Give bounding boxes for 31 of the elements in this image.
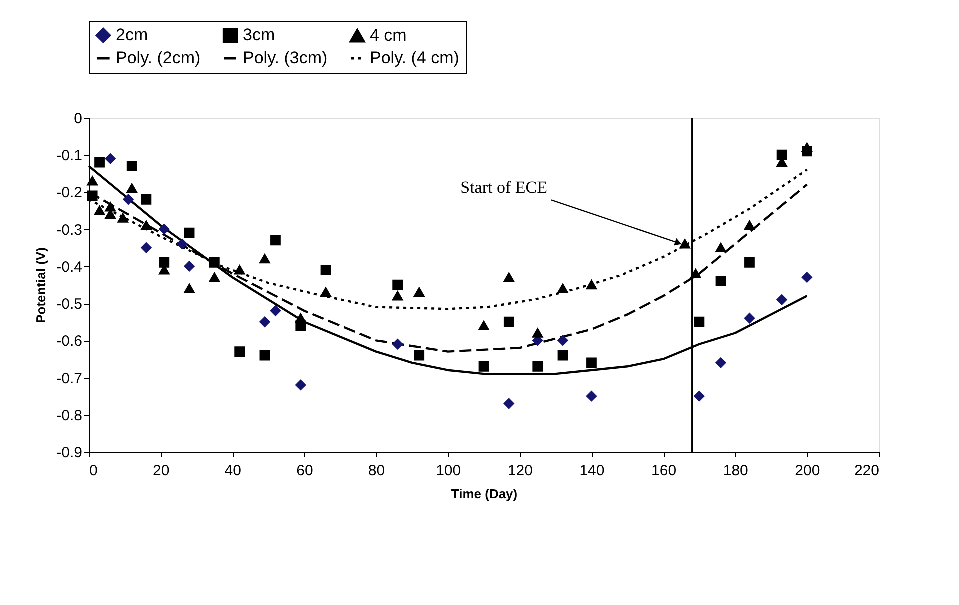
y-tick-label: -0.3 xyxy=(56,222,82,239)
x-tick-label: 80 xyxy=(368,462,386,480)
y-tick-label: -0.6 xyxy=(56,333,82,350)
x-tick-label: 120 xyxy=(508,462,533,480)
x-tick-label: 60 xyxy=(296,462,314,480)
y-tick-label: -0.1 xyxy=(56,148,82,165)
x-tick-label: 180 xyxy=(723,462,748,480)
x-tick-label: 100 xyxy=(436,462,462,480)
legend-label: 4 cm xyxy=(370,26,407,46)
x-tick-label: 20 xyxy=(152,462,170,480)
x-axis-title: Time (Day) xyxy=(451,486,518,502)
x-tick-label: 200 xyxy=(795,462,820,480)
x-tick-label: 0 xyxy=(90,462,98,480)
annotation: Start of ECE xyxy=(460,178,548,198)
legend-label: Poly. (4 cm) xyxy=(370,48,460,68)
legend-label: Poly. (3cm) xyxy=(243,48,328,68)
y-axis-title: Potential (V) xyxy=(34,248,49,324)
y-tick-label: -0.4 xyxy=(56,258,82,276)
y-tick-label: -0.5 xyxy=(56,296,82,314)
y-tick-label: -0.7 xyxy=(56,370,82,388)
legend-label: 3cm xyxy=(243,26,276,45)
x-tick-label: 40 xyxy=(224,462,242,480)
legend-label: 2cm xyxy=(116,26,148,45)
x-tick-label: 220 xyxy=(854,462,880,480)
x-tick-label: 140 xyxy=(580,462,605,480)
y-tick-label: -0.8 xyxy=(56,407,82,424)
y-tick-label: -0.2 xyxy=(56,184,82,202)
legend-label: Poly. (2cm) xyxy=(116,48,201,68)
x-tick-label: 160 xyxy=(652,462,677,480)
y-tick-label: 0 xyxy=(74,110,82,128)
y-tick-label: -0.9 xyxy=(56,444,82,462)
